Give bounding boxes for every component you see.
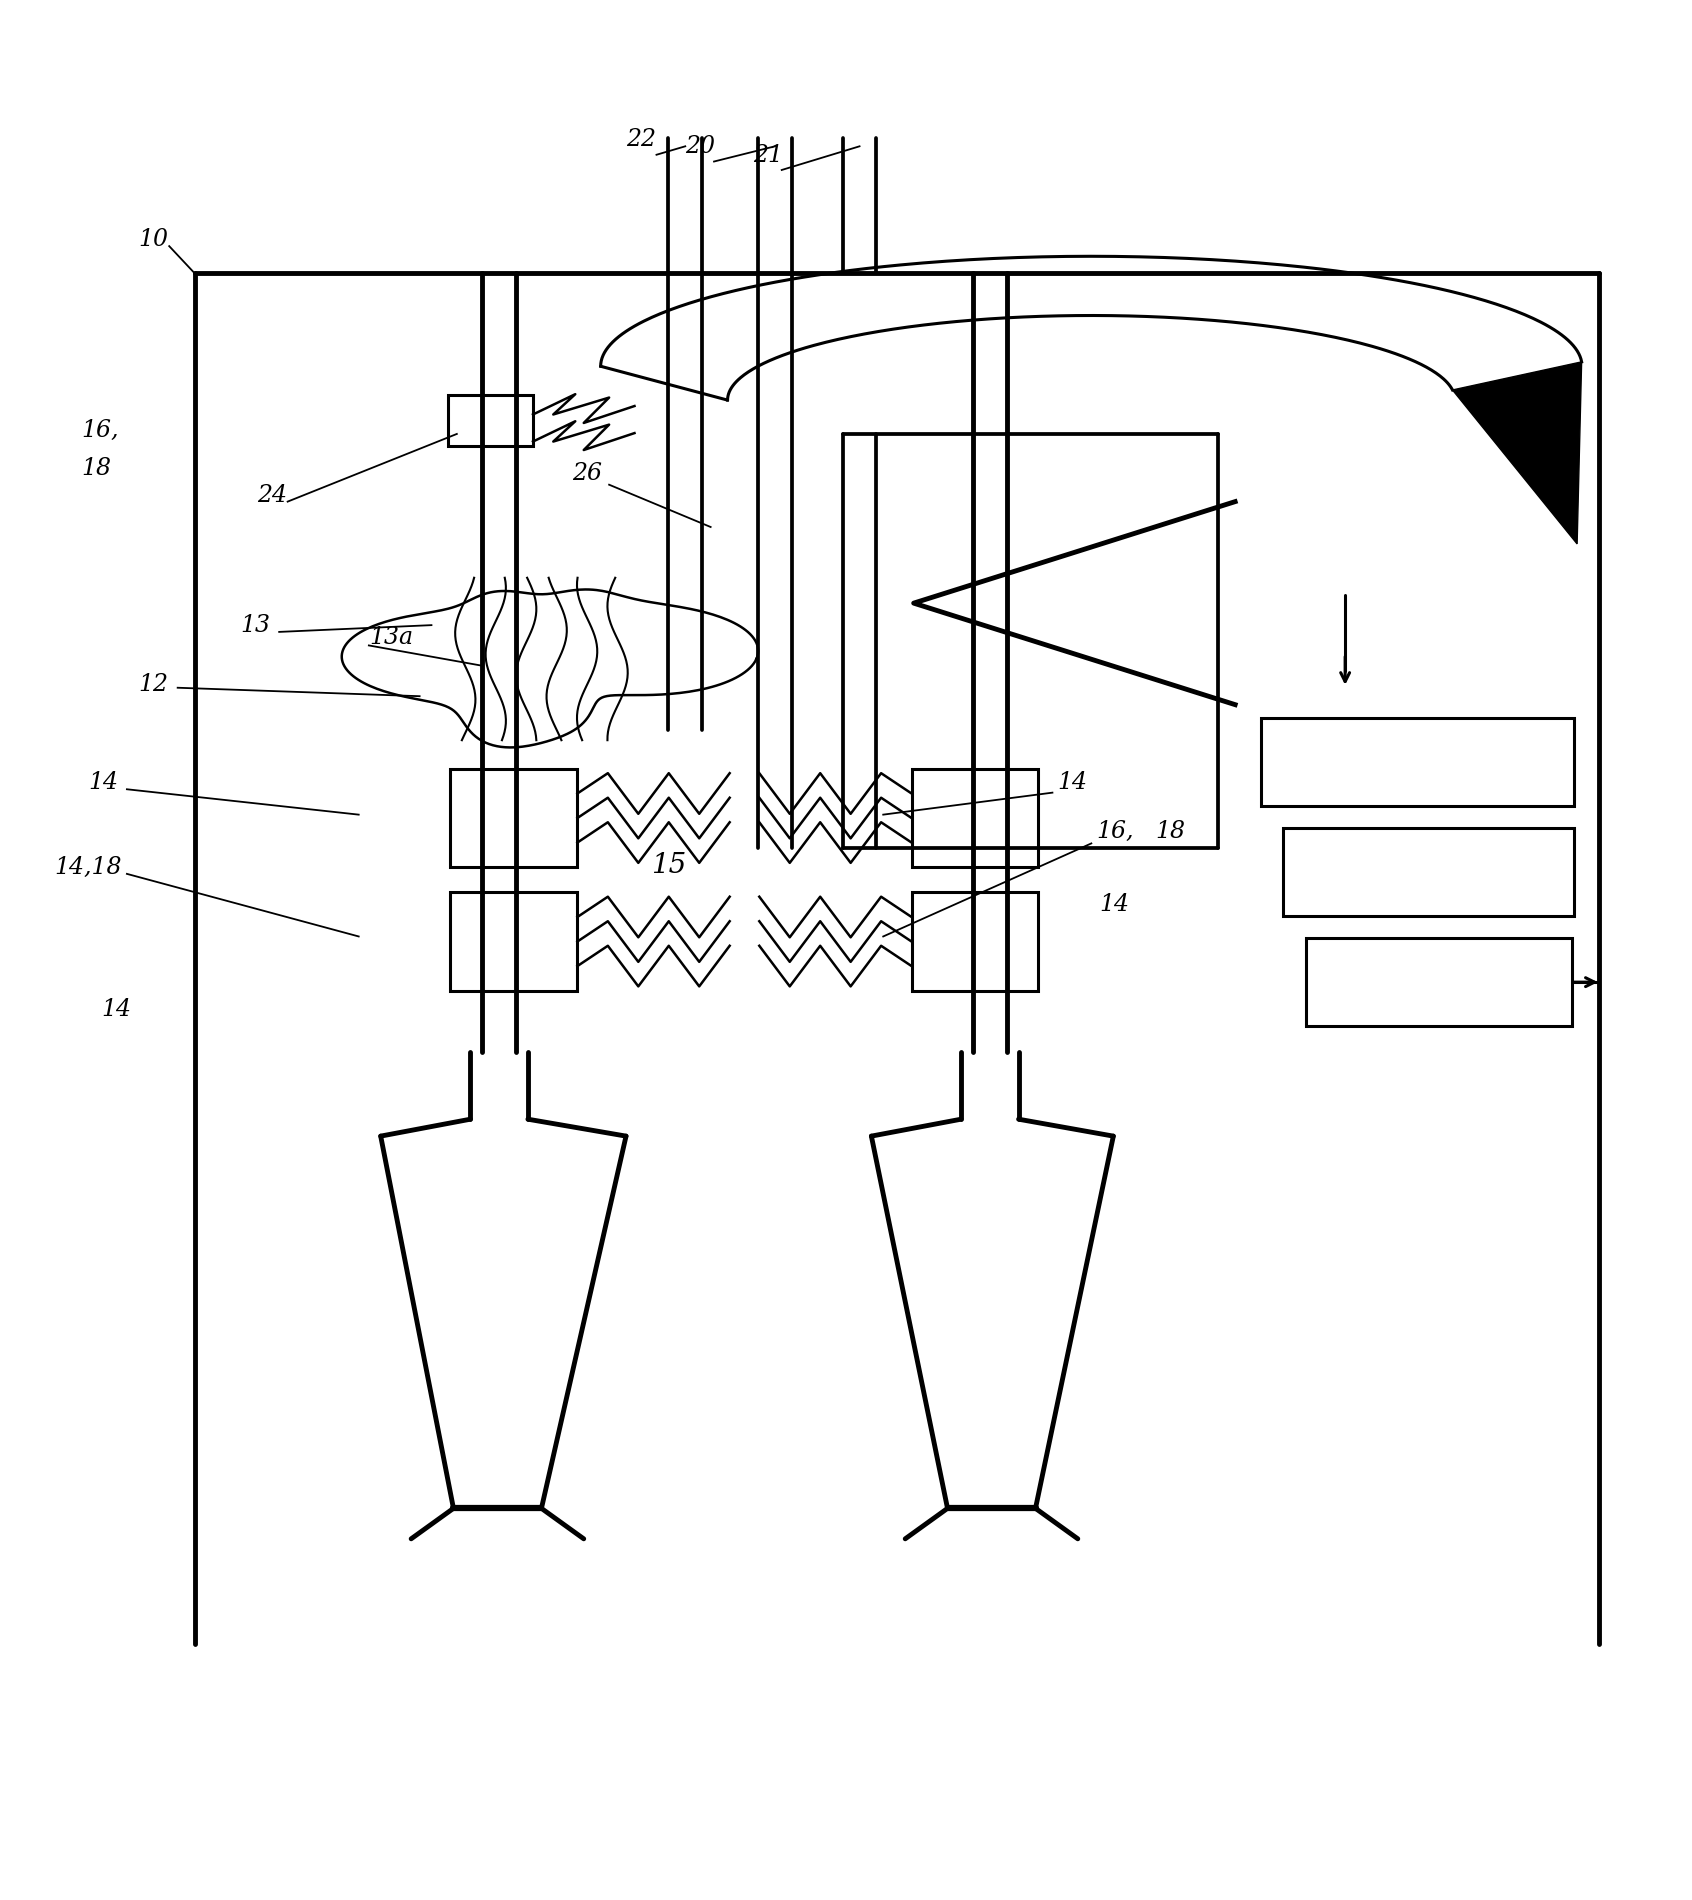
Text: 21: 21 [753,144,783,167]
Bar [1306,939,1572,1026]
Polygon shape [1452,361,1582,543]
Text: 20: 20 [685,135,716,158]
Text: 13: 13 [240,614,271,637]
Bar [450,893,577,990]
Text: 13a: 13a [369,625,413,648]
Text: 24: 24 [257,484,288,507]
Text: 14: 14 [1058,771,1088,794]
Text: 22: 22 [626,129,656,152]
Text: 15: 15 [651,851,687,880]
Bar [912,893,1039,990]
Text: 26: 26 [572,462,602,484]
Text: 10: 10 [139,228,169,251]
Text: 14: 14 [88,771,118,794]
Bar [1261,718,1574,806]
Text: 12: 12 [139,673,169,695]
Bar [1283,828,1574,916]
Text: 16,: 16, [1096,821,1134,844]
Text: 16,: 16, [81,420,118,443]
Bar [912,770,1039,866]
Text: 18: 18 [1156,821,1186,844]
Bar [448,395,533,446]
Text: 14,18: 14,18 [54,855,122,880]
Text: 14: 14 [1100,893,1130,916]
Text: 14: 14 [102,998,132,1020]
Bar [450,770,577,866]
Text: 18: 18 [81,456,112,479]
